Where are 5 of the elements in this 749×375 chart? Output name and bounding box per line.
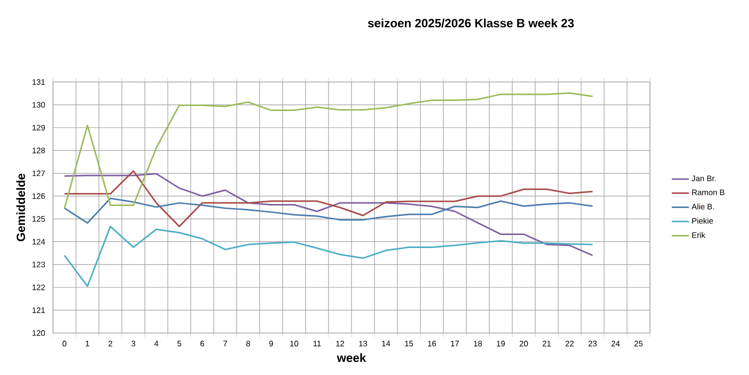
y-axis-title: Gemiddelde bbox=[16, 174, 26, 242]
line-series bbox=[64, 226, 594, 287]
x-axis-title: week bbox=[336, 353, 366, 362]
line-series bbox=[64, 198, 594, 224]
chart-title: seizoen 2025/2026 Klasse B week 23 bbox=[368, 18, 574, 28]
